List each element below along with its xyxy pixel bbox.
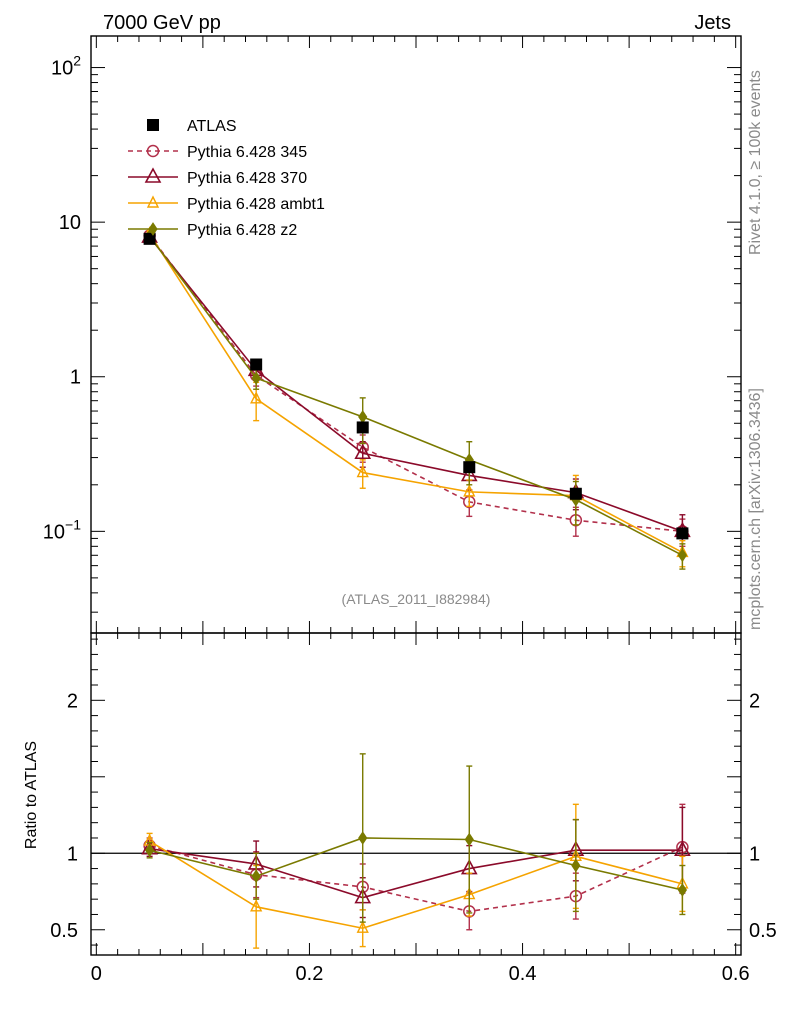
legend-label: Pythia 6.428 370 bbox=[187, 170, 307, 187]
data-point bbox=[571, 858, 581, 873]
legend-label: Pythia 6.428 ambt1 bbox=[187, 196, 325, 213]
data-point bbox=[463, 461, 476, 474]
data-point bbox=[251, 869, 261, 884]
y-tick-label-right: 1 bbox=[749, 843, 760, 865]
y-tick-label: 1 bbox=[70, 367, 81, 389]
data-point bbox=[147, 119, 159, 131]
ratio-axis-label: Ratio to ATLAS bbox=[23, 741, 40, 849]
y-tick-label: 1 bbox=[67, 843, 78, 865]
data-point bbox=[674, 840, 691, 857]
data-point bbox=[145, 843, 155, 858]
series-line bbox=[148, 233, 683, 554]
data-point bbox=[143, 232, 156, 245]
header-left-label: 7000 GeV pp bbox=[103, 12, 221, 34]
analysis-id-label: (ATLAS_2011_I882984) bbox=[342, 591, 491, 607]
data-point bbox=[676, 527, 689, 540]
data-point bbox=[354, 443, 372, 460]
data-point bbox=[677, 883, 687, 897]
y-tick-label: 10 bbox=[59, 212, 81, 234]
series-line bbox=[148, 236, 683, 533]
data-point bbox=[569, 487, 582, 500]
y-tick-label-right: 2 bbox=[749, 690, 760, 712]
data-point bbox=[463, 484, 476, 497]
series-line bbox=[149, 837, 683, 891]
y-tick-label: 0.5 bbox=[50, 920, 78, 942]
data-point bbox=[146, 195, 160, 208]
y-tick-label: 102 bbox=[51, 53, 81, 80]
data-point bbox=[146, 144, 160, 158]
data-point bbox=[144, 167, 162, 183]
mcplots-reference-label: mcplots.cern.ch [arXiv:1306.3436] bbox=[747, 388, 764, 630]
data-point bbox=[250, 391, 263, 404]
data-point bbox=[356, 421, 369, 434]
x-tick-label: 0.6 bbox=[722, 963, 750, 985]
ratio-plot-area: 0 0.2 0.4 0.6 0.5 0.5 1 1 2 2 bbox=[50, 632, 777, 985]
series-line bbox=[149, 844, 683, 913]
series-line bbox=[148, 235, 683, 556]
series-line bbox=[148, 234, 683, 533]
data-point bbox=[358, 831, 368, 845]
rivet-version-label: Rivet 4.1.0, ≥ 100k events bbox=[747, 70, 764, 255]
data-point bbox=[148, 222, 158, 236]
y-tick-label-right: 0.5 bbox=[749, 920, 777, 942]
x-tick-label: 0.4 bbox=[509, 963, 537, 985]
legend-label: Pythia 6.428 345 bbox=[187, 144, 307, 161]
x-tick-label: 0 bbox=[91, 963, 102, 985]
legend: ATLAS Pythia 6.428 345 Pythia 6.428 370 Pyt… bbox=[128, 118, 325, 239]
x-tick-label: 0.2 bbox=[296, 963, 324, 985]
data-point bbox=[677, 548, 687, 563]
series-line bbox=[149, 840, 683, 930]
y-tick-label: 2 bbox=[67, 690, 78, 712]
data-point bbox=[356, 464, 369, 478]
data-point bbox=[356, 920, 369, 933]
series-line bbox=[149, 847, 683, 899]
data-point bbox=[250, 899, 263, 912]
data-point bbox=[464, 832, 474, 847]
data-point bbox=[251, 371, 261, 386]
legend-label: ATLAS bbox=[187, 118, 237, 135]
data-point bbox=[250, 358, 263, 371]
legend-label: Pythia 6.428 z2 bbox=[187, 222, 297, 239]
header-right-label: Jets bbox=[694, 12, 731, 34]
